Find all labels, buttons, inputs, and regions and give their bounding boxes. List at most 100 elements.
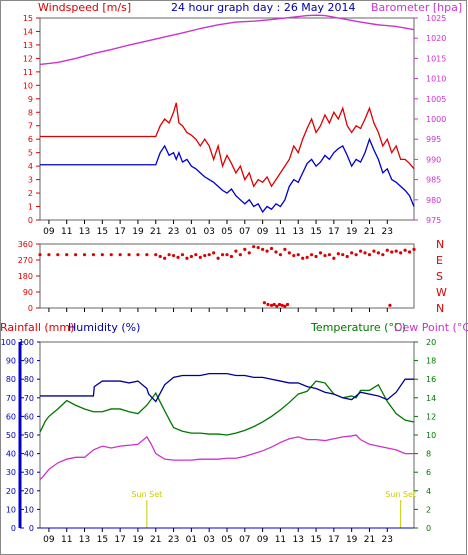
direction-point — [158, 254, 162, 259]
wind-tick-label: 11 — [23, 68, 33, 77]
direction-point — [292, 253, 296, 258]
rain-humidity-temp-panel: 0102030405060708090100010203040506070809… — [1, 338, 436, 545]
x-tick-label: 11 — [61, 535, 72, 545]
temp-tick-label: 4 — [426, 487, 431, 496]
windspeed-label: Windspeed [m/s] — [38, 1, 131, 14]
temp-tick-label: 6 — [426, 468, 431, 477]
direction-point — [390, 250, 394, 254]
direction-point — [327, 253, 332, 257]
rain-tick-label: 60 — [6, 412, 16, 421]
humidity-tick-label: 20 — [24, 487, 34, 496]
wind-direction-panel: 0 N 90 W 180 S 270 E 360 N — [18, 238, 447, 315]
direction-point — [323, 253, 327, 258]
direction-point — [212, 251, 216, 255]
direction-point — [127, 253, 131, 257]
x-tick-label: 13 — [79, 227, 90, 237]
temp-tick-label: 8 — [426, 450, 431, 459]
x-tick-label: 23 — [382, 535, 393, 545]
direction-point — [252, 245, 256, 249]
wind-tick-label: 7 — [28, 122, 33, 131]
direction-point — [385, 248, 389, 252]
x-tick-label: 09 — [43, 535, 55, 545]
wind-tick-label: 8 — [28, 108, 33, 117]
direction-point — [275, 304, 279, 308]
direction-point — [100, 253, 104, 257]
direction-tick-label: 90 — [23, 288, 33, 297]
wind-tick-label: 9 — [28, 95, 33, 104]
direction-point — [145, 253, 149, 257]
temp-tick-label: 20 — [426, 338, 436, 347]
wind-tick-label: 2 — [28, 189, 33, 198]
wind-tick-label: 4 — [28, 162, 33, 171]
direction-tick-label: 270 — [18, 256, 33, 265]
direction-point — [109, 253, 113, 257]
rain-tick-label: 20 — [6, 487, 16, 496]
x-tick-label: 11 — [275, 535, 286, 545]
direction-tick-label: 360 — [18, 240, 33, 249]
direction-point — [350, 251, 354, 255]
wind-tick-label: 13 — [23, 41, 33, 50]
direction-point — [372, 249, 376, 253]
humidity-tick-label: 60 — [24, 412, 34, 421]
direction-point — [336, 252, 340, 256]
baro-tick-label: 1000 — [426, 115, 446, 124]
x-tick-label: 19 — [346, 535, 358, 545]
baro-tick-label: 1025 — [426, 14, 446, 23]
direction-point — [262, 301, 266, 305]
wind-tick-label: 0 — [28, 216, 33, 225]
direction-point — [207, 253, 211, 257]
wind-tick-label: 3 — [28, 176, 33, 185]
x-tick-label: 23 — [382, 227, 393, 237]
direction-point — [229, 254, 234, 259]
direction-point — [91, 253, 96, 257]
direction-tick-label: 180 — [18, 272, 33, 281]
baro-tick-label: 1005 — [426, 95, 446, 104]
humidity-tick-label: 90 — [24, 357, 34, 366]
direction-point — [296, 253, 300, 257]
direction-point — [154, 253, 158, 257]
rain-tick-label: 80 — [6, 375, 16, 384]
x-tick-label: 17 — [328, 535, 339, 545]
direction-point — [225, 253, 229, 257]
wind-tick-label: 14 — [23, 27, 33, 36]
direction-point — [283, 304, 287, 308]
wind-tick-label: 6 — [28, 135, 33, 144]
direction-point — [65, 253, 69, 257]
direction-point — [82, 253, 87, 257]
humidity-tick-label: 50 — [24, 431, 34, 440]
x-tick-label: 19 — [132, 227, 144, 237]
direction-point — [256, 245, 260, 250]
x-tick-label: 07 — [239, 227, 250, 237]
baro-tick-label: 995 — [426, 135, 441, 144]
direction-point — [274, 250, 278, 254]
wind-tick-label: 12 — [23, 54, 33, 63]
x-tick-label: 23 — [168, 227, 179, 237]
sunset-label: Sun Set — [131, 490, 162, 499]
temperature-label: Temperature (°C) — [310, 321, 406, 334]
direction-point — [198, 255, 202, 259]
x-tick-label: 15 — [97, 535, 108, 545]
direction-point — [269, 246, 274, 251]
humidity-line — [40, 372, 414, 403]
direction-point — [287, 251, 291, 255]
dewpoint-label: Dew Point (°C) — [394, 321, 468, 334]
direction-point — [118, 253, 122, 257]
direction-point — [341, 253, 345, 257]
humidity-tick-label: 30 — [24, 468, 34, 477]
direction-point — [272, 302, 276, 307]
direction-point — [269, 303, 274, 307]
direction-point — [136, 253, 140, 257]
direction-point — [56, 253, 60, 257]
direction-point — [266, 302, 270, 307]
direction-point — [277, 302, 282, 307]
direction-point — [234, 249, 238, 253]
x-tick-label: 11 — [275, 227, 286, 237]
baro-tick-label: 1010 — [426, 75, 446, 84]
barometer-label: Barometer [hpa] — [371, 1, 462, 14]
x-tick-label: 11 — [61, 227, 72, 237]
compass-label: E — [436, 254, 443, 267]
x-tick-label: 05 — [221, 227, 232, 237]
gust-line — [40, 102, 415, 188]
